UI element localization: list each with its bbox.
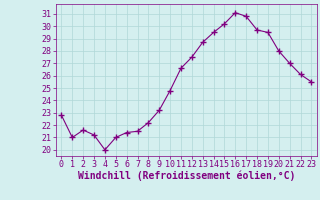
X-axis label: Windchill (Refroidissement éolien,°C): Windchill (Refroidissement éolien,°C) — [78, 171, 295, 181]
